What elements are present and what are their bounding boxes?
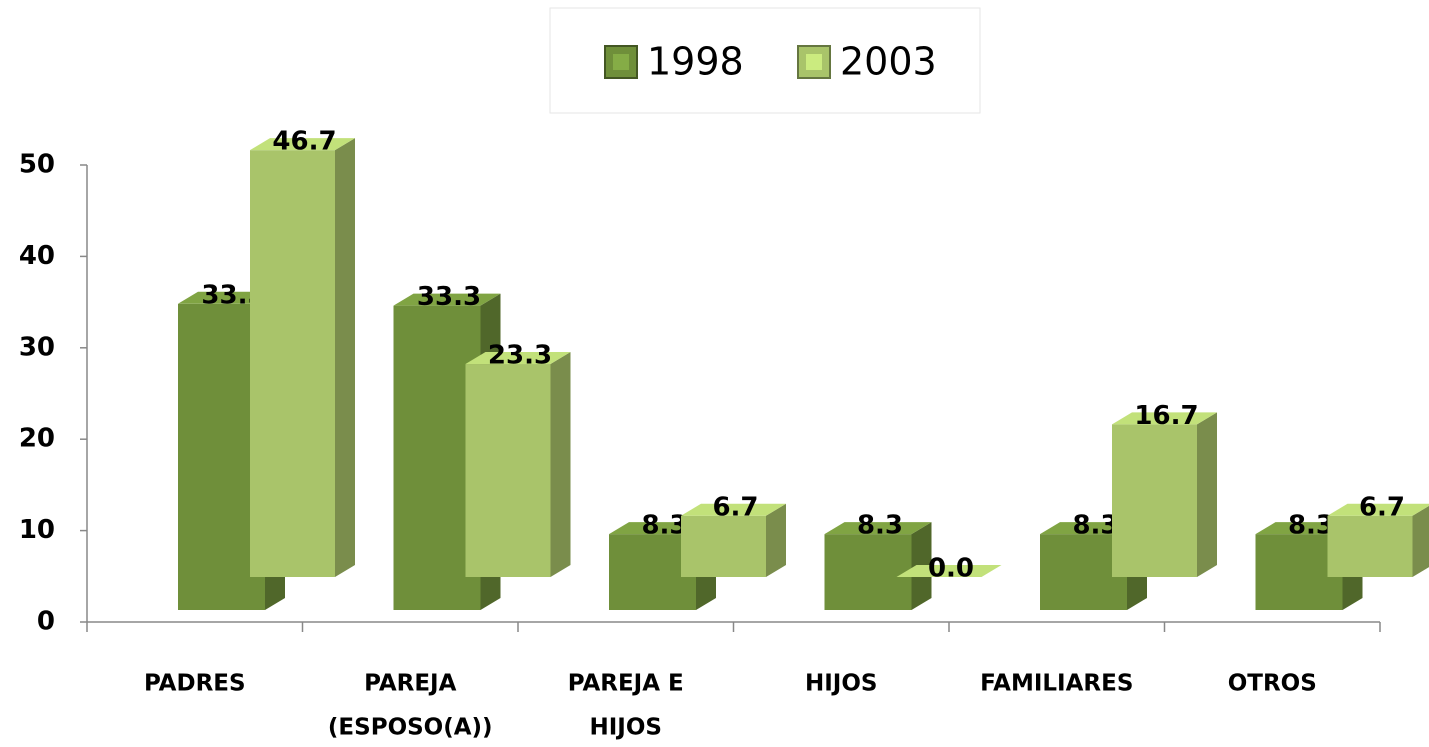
- x-tick-label: PAREJA E: [568, 671, 684, 697]
- value-label: 8.3: [857, 511, 903, 541]
- bar-front: [1112, 424, 1197, 577]
- bar-top: [250, 138, 355, 151]
- x-tick-label: (ESPOSO(A)): [328, 715, 493, 741]
- bar-side: [335, 138, 355, 578]
- legend-label: 2003: [840, 40, 937, 84]
- bar: [824, 522, 932, 610]
- value-label: 33.3: [417, 282, 481, 312]
- bar-top: [896, 565, 1002, 577]
- bar-side: [766, 503, 786, 577]
- bar: [1327, 503, 1429, 577]
- x-tick-label: FAMILIARES: [980, 671, 1133, 697]
- value-label: 6.7: [712, 492, 758, 522]
- x-tick-label: HIJOS: [805, 671, 877, 697]
- value-label: 8.3: [1072, 511, 1118, 541]
- bar: [1112, 412, 1217, 577]
- legend-swatch-inner: [613, 54, 629, 70]
- value-label: 8.3: [1288, 511, 1334, 541]
- y-tick-label: 10: [19, 515, 55, 545]
- bar-top: [1327, 503, 1429, 516]
- legend-swatch-inner: [806, 54, 822, 70]
- bar-side: [1197, 412, 1217, 577]
- bar-side: [1412, 505, 1429, 577]
- y-tick-label: 20: [19, 424, 55, 454]
- y-tick-label: 40: [19, 241, 55, 271]
- bar-top: [681, 503, 786, 516]
- x-tick-label: PADRES: [144, 671, 246, 697]
- bar-front: [824, 534, 912, 610]
- bar: [250, 138, 355, 578]
- bar-front: [1327, 515, 1413, 577]
- bar-side: [550, 352, 571, 577]
- value-label: 0.0: [928, 554, 974, 584]
- bar-front: [465, 364, 551, 577]
- y-tick-label: 50: [19, 150, 55, 180]
- bar-top: [393, 293, 501, 306]
- y-tick-label: 30: [19, 332, 55, 362]
- bar-top: [824, 522, 932, 535]
- bar-front: [681, 515, 766, 577]
- value-label: 8.3: [641, 511, 687, 541]
- y-tick-label: 0: [37, 607, 55, 637]
- bar-front: [250, 150, 335, 578]
- value-label: 46.7: [272, 127, 336, 157]
- bar-top: [465, 352, 571, 365]
- x-tick-label: PAREJA: [364, 671, 457, 697]
- x-tick-label: OTROS: [1228, 671, 1317, 697]
- bar: [681, 503, 786, 577]
- legend-label: 1998: [647, 40, 744, 84]
- value-label: 6.7: [1359, 492, 1405, 522]
- x-tick-label: HIJOS: [590, 715, 662, 741]
- bar-top: [1112, 412, 1217, 425]
- bar: [896, 565, 1002, 577]
- bar: [465, 352, 571, 577]
- value-label: 16.7: [1134, 401, 1198, 431]
- value-label: 23.3: [488, 341, 552, 371]
